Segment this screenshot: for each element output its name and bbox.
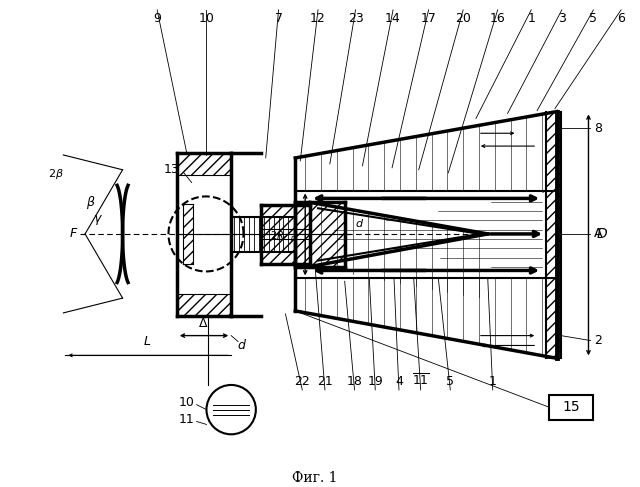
- Bar: [183, 205, 193, 263]
- Text: 21: 21: [317, 375, 333, 388]
- Text: 1: 1: [527, 12, 535, 25]
- Text: 6: 6: [617, 12, 625, 25]
- Text: 5: 5: [446, 375, 454, 388]
- Text: 19: 19: [367, 375, 383, 388]
- Text: 18: 18: [347, 375, 362, 388]
- Circle shape: [207, 385, 256, 434]
- Bar: [546, 112, 561, 358]
- Text: d: d: [237, 339, 245, 352]
- Text: 22: 22: [294, 375, 310, 388]
- Text: $\overline{11}$: $\overline{11}$: [412, 373, 429, 388]
- Text: 2: 2: [595, 334, 602, 347]
- Text: 20: 20: [455, 12, 471, 25]
- Text: $2R_{c.p.}$: $2R_{c.p.}$: [270, 230, 298, 244]
- Text: A: A: [595, 227, 603, 241]
- Text: 14: 14: [385, 12, 401, 25]
- Text: L: L: [144, 336, 151, 348]
- Text: 4: 4: [395, 375, 403, 388]
- Text: $\Delta$: $\Delta$: [198, 317, 209, 330]
- Text: $\gamma$: $\gamma$: [93, 213, 103, 227]
- Text: 11: 11: [179, 413, 195, 426]
- Bar: [260, 206, 310, 263]
- Text: 8: 8: [595, 122, 602, 135]
- Text: 10: 10: [179, 396, 195, 409]
- Text: 15: 15: [563, 400, 580, 414]
- Bar: [177, 294, 231, 316]
- Text: 13: 13: [164, 163, 180, 176]
- Text: 9: 9: [153, 12, 161, 25]
- Bar: [177, 153, 231, 175]
- Text: d: d: [356, 219, 363, 229]
- Bar: [295, 202, 345, 266]
- Text: 12: 12: [310, 12, 326, 25]
- Text: 10: 10: [198, 12, 214, 25]
- Text: 2$\beta$: 2$\beta$: [47, 167, 63, 181]
- Text: $\beta$: $\beta$: [86, 194, 96, 211]
- Text: 1: 1: [489, 375, 497, 388]
- Text: 7: 7: [275, 12, 282, 25]
- Text: 23: 23: [348, 12, 364, 25]
- Text: Фиг. 1: Фиг. 1: [292, 471, 338, 485]
- Text: F: F: [70, 227, 77, 241]
- Bar: [549, 395, 593, 419]
- Text: 3: 3: [558, 12, 566, 25]
- Text: 16: 16: [490, 12, 506, 25]
- Text: D: D: [597, 227, 607, 241]
- Text: 17: 17: [420, 12, 436, 25]
- Text: 5: 5: [589, 12, 597, 25]
